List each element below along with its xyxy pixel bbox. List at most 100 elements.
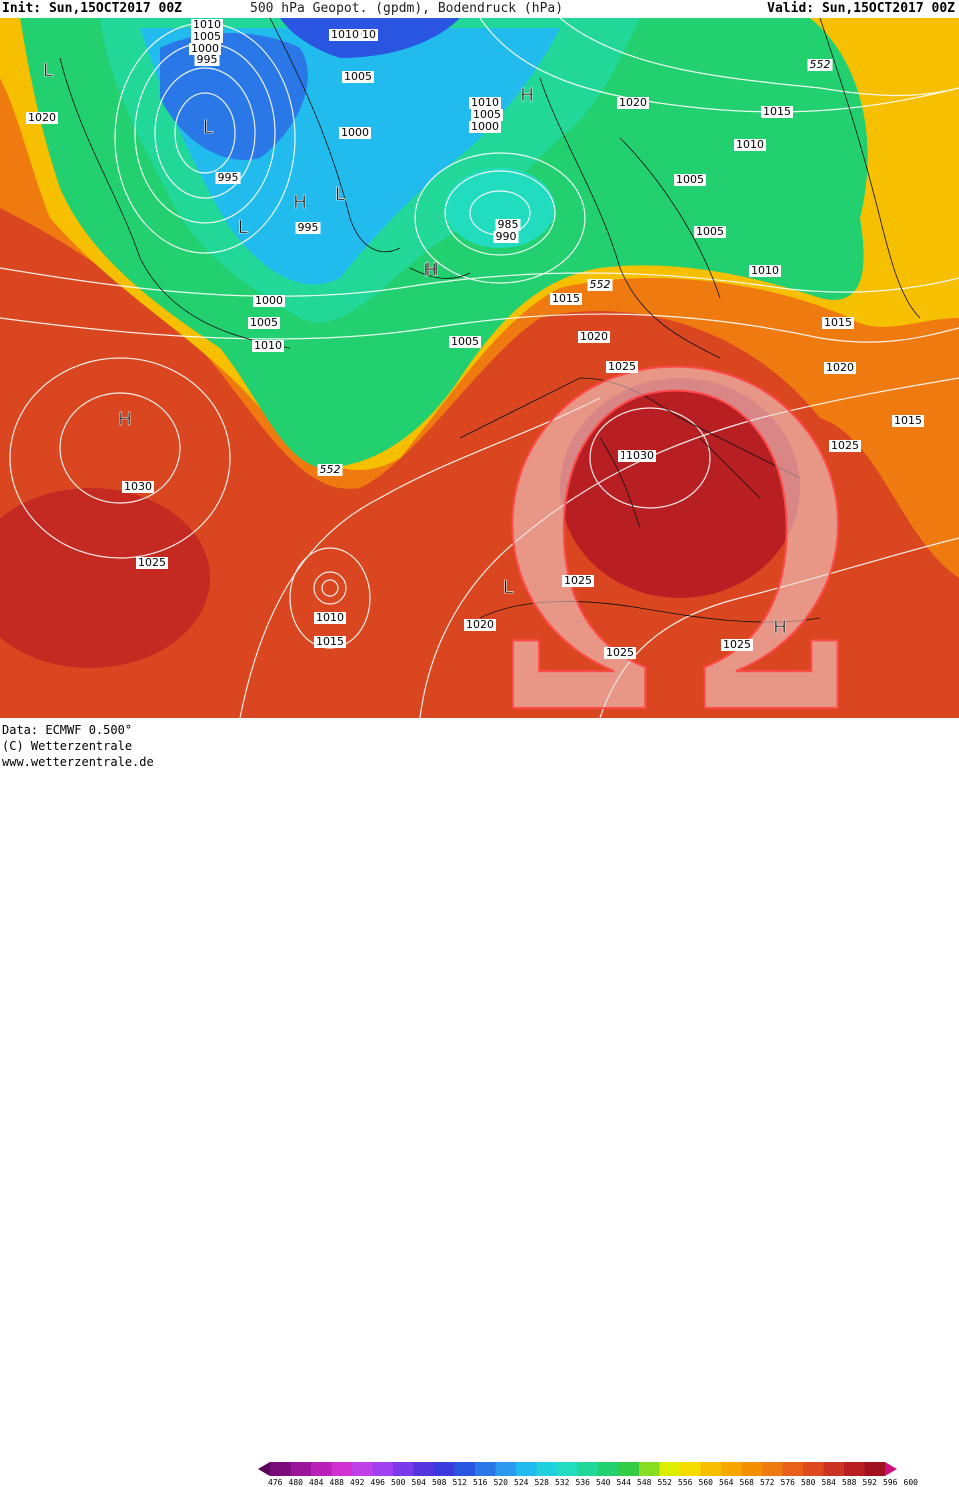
svg-text:1010: 1010 [331,28,359,41]
svg-text:1000: 1000 [341,126,369,139]
svg-text:1020: 1020 [619,96,647,109]
colorbar-tick-label: 532 [555,1478,570,1487]
website-link[interactable]: www.wetterzentrale.de [2,755,154,769]
high-pressure-marker: H [425,259,439,280]
pressure-label: 1000 [253,294,285,307]
init-time: Init: Sun,15OCT2017 00Z [2,1,183,16]
colorbar-segment [290,1462,311,1476]
svg-text:1030: 1030 [626,449,654,462]
svg-text:1020: 1020 [466,618,494,631]
colorbar-segment [680,1462,701,1476]
svg-text:1010: 1010 [751,264,779,277]
colorbar-segment [413,1462,434,1476]
colorbar-segment [557,1462,578,1476]
colorbar-tick-label: 548 [637,1478,652,1487]
pressure-label: 1010 [252,339,284,352]
svg-text:1005: 1005 [676,173,704,186]
svg-text:1025: 1025 [138,556,166,569]
colorbar-tick-label: 596 [883,1478,898,1487]
svg-text:1000: 1000 [255,294,283,307]
svg-text:1010: 1010 [316,611,344,624]
pressure-label: 1015 [761,105,793,118]
svg-text:1020: 1020 [580,330,608,343]
svg-text:1005: 1005 [451,335,479,348]
pressure-label: 995 [295,221,321,234]
pressure-label: 1010 [469,96,501,109]
svg-text:1025: 1025 [608,360,636,373]
valid-time: Valid: Sun,15OCT2017 00Z [767,1,955,16]
pressure-label: 985 [495,218,521,231]
svg-text:1005: 1005 [473,108,501,121]
low-pressure-marker: L [203,117,213,138]
pressure-label: 1025 [136,556,168,569]
omega-watermark: Ω [484,282,865,718]
svg-text:1025: 1025 [606,646,634,659]
svg-text:1015: 1015 [894,414,922,427]
svg-text:1010: 1010 [736,138,764,151]
svg-text:995: 995 [197,53,218,66]
pressure-label: 1010 [314,611,346,624]
colorbar-segment [311,1462,332,1476]
svg-text:1015: 1015 [316,635,344,648]
pressure-label: 1020 [26,111,58,124]
pressure-label: 1010 [329,28,361,41]
colorbar-tick-label: 584 [821,1478,836,1487]
pressure-label: 1005 [694,225,726,238]
coastlines [59,18,921,623]
colorbar-tick-label: 512 [452,1478,467,1487]
svg-text:1005: 1005 [344,70,372,83]
colorbar-tick-label: 540 [596,1478,611,1487]
pressure-label: 1005 [191,30,223,43]
colorbar-segment [454,1462,475,1476]
svg-text:1015: 1015 [824,316,852,329]
colorbar-segment [782,1462,803,1476]
colorbar-segment [823,1462,844,1476]
svg-text:1000: 1000 [471,120,499,133]
colorbar-segment [741,1462,762,1476]
colorbar-tick-label: 516 [473,1478,488,1487]
colorbar-tick-label: 484 [309,1478,324,1487]
svg-text:552: 552 [810,58,831,71]
pressure-label: 1020 [824,361,856,374]
colorbar-tick-label: 576 [780,1478,795,1487]
colorbar-tick-label: 504 [411,1478,426,1487]
colorbar-tick-label: 536 [575,1478,590,1487]
colorbar-tick-label: 600 [903,1478,918,1487]
svg-text:1030: 1030 [124,480,152,493]
colorbar-segment [598,1462,619,1476]
pressure-label: 1025 [606,360,638,373]
colorbar-tick-label: 544 [616,1478,631,1487]
low-pressure-marker: L [238,217,248,238]
colorbar [258,1462,897,1476]
map-title: 500 hPa Geopot. (gpdm), Bodendruck (hPa) [250,1,564,16]
colorbar-tick-label: 528 [534,1478,549,1487]
pressure-label: 1005 [248,316,280,329]
colorbar-segment [659,1462,680,1476]
pressure-label: 1020 [578,330,610,343]
colorbar-tick-label: 552 [657,1478,672,1487]
pressure-label: 1020 [617,96,649,109]
colorbar-segment [495,1462,516,1476]
svg-text:1025: 1025 [831,439,859,452]
colorbar-segment [803,1462,824,1476]
map-footer: Data: ECMWF 0.500° (C) Wetterzentrale ww… [0,718,959,1487]
svg-text:1010: 1010 [254,339,282,352]
copyright: (C) Wetterzentrale [2,739,133,753]
colorbar-tick-label: 592 [862,1478,877,1487]
pressure-label: 1015 [822,316,854,329]
svg-text:1005: 1005 [696,225,724,238]
pressure-label: 1005 [471,108,503,121]
pressure-label: 1005 [342,70,374,83]
pressure-label: 1030 [122,480,154,493]
low-pressure-marker: L [43,60,53,81]
colorbar-tick-label: 556 [678,1478,693,1487]
low-pressure-marker: L [503,577,513,598]
colorbar-segment [516,1462,537,1476]
pressure-label: 995 [194,53,220,66]
colorbar-tick-label: 588 [842,1478,857,1487]
map-header: Init: Sun,15OCT2017 00Z 500 hPa Geopot. … [0,0,959,18]
pressure-label: 1015 [550,292,582,305]
high-pressure-marker: H [118,409,132,430]
